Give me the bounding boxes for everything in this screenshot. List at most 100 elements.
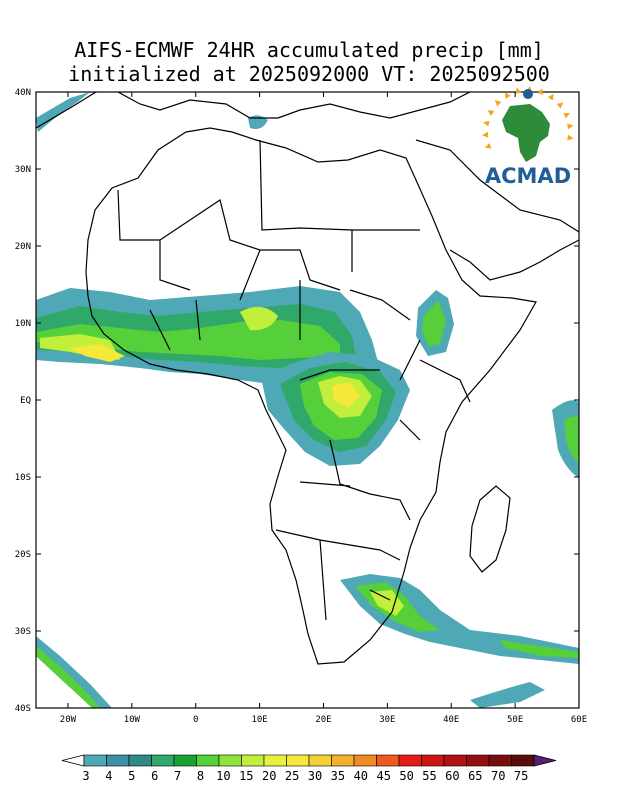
- colorbar-label: 20: [262, 769, 276, 783]
- africa-sun-logo-icon: ACMAD: [482, 86, 574, 188]
- colorbar-label: 30: [308, 769, 322, 783]
- colorbar-label: 25: [285, 769, 299, 783]
- lat-tick-label: 10N: [15, 319, 31, 329]
- africa-shape: [502, 104, 550, 162]
- lat-tick-label: 40N: [15, 88, 31, 98]
- africa-coastline: [85, 127, 537, 665]
- colorbar-label: 8: [197, 769, 204, 783]
- colorbar-box: [218, 754, 242, 767]
- colorbar-box: [331, 754, 355, 767]
- precip-area-ethiopia-green: [422, 300, 446, 346]
- map-title-line-1: AIFS-ECMWF 24HR accumulated precip [mm]: [74, 38, 544, 62]
- precip-area-south-africa-lime: [370, 590, 404, 616]
- colorbar-box: [106, 754, 130, 767]
- colorbar-low-triangle: [61, 754, 85, 767]
- colorbar-label: 55: [422, 769, 436, 783]
- colorbar-label: 15: [239, 769, 253, 783]
- colorbar-label: 75: [514, 769, 528, 783]
- colorbar-label: 60: [445, 769, 459, 783]
- colorbar-box: [196, 754, 220, 767]
- colorbar-box: [443, 754, 467, 767]
- lat-tick-label: 30S: [15, 627, 31, 637]
- latitude-axis: 40N 30N 20N 10N EQ 10S 20S 30S 40S: [15, 88, 579, 714]
- madagascar-coastline: [469, 485, 511, 573]
- colorbar-box: [398, 754, 422, 767]
- colorbar-box: [173, 754, 197, 767]
- colorbar-label: 70: [491, 769, 505, 783]
- lon-tick-label: 50E: [507, 715, 523, 725]
- sun-ray: [487, 110, 495, 116]
- colorbar-box: [83, 754, 107, 767]
- sun-ray: [482, 131, 489, 138]
- colorbar-label: 6: [151, 769, 158, 783]
- lat-tick-label: 30N: [15, 165, 31, 175]
- sun-ray: [515, 87, 522, 94]
- colorbar-label: 4: [105, 769, 112, 783]
- lon-tick-label: 0: [193, 715, 198, 725]
- colorbar-label: 50: [399, 769, 413, 783]
- map-title-line-2: initialized at 2025092000 VT: 2025092500: [68, 62, 550, 86]
- colorbar-box: [128, 754, 152, 767]
- precip-area-central-yellow: [332, 382, 360, 408]
- lon-tick-label: 30E: [379, 715, 395, 725]
- colorbar: 3 4 5 6 7 8 10 15 20 25 30 35 40 45 50 55 60 65 70 75: [61, 754, 557, 783]
- colorbar-label: 35: [331, 769, 345, 783]
- colorbar-box: [353, 754, 377, 767]
- sun-ray: [484, 142, 492, 149]
- colorbar-high-triangle: [533, 754, 557, 767]
- acmad-logo-text: ACMAD: [485, 164, 571, 188]
- precip-area-west-africa-yellow: [70, 344, 125, 362]
- precip-area-atlantic-south: [36, 636, 112, 708]
- sun-ray: [567, 123, 574, 130]
- arabia-coastline: [415, 139, 579, 281]
- sun-ray: [556, 102, 564, 109]
- sun-ray: [483, 120, 490, 127]
- sun-ray: [567, 134, 574, 141]
- country-borders: [117, 139, 471, 621]
- colorbar-label: 7: [174, 769, 181, 783]
- colorbar-box: [241, 754, 265, 767]
- lat-tick-label: 10S: [15, 473, 31, 483]
- lon-tick-label: 20E: [315, 715, 331, 725]
- colorbar-box: [263, 754, 287, 767]
- coastline: [36, 92, 579, 665]
- sun-ray: [547, 93, 554, 101]
- precip-area-atlantic-south-green: [36, 646, 100, 708]
- lat-tick-label: EQ: [20, 396, 31, 406]
- lon-tick-label: 60E: [571, 715, 587, 725]
- precip-area-indian-ocean-east-green: [564, 416, 579, 464]
- lon-tick-label: 20W: [60, 715, 77, 725]
- sun-ray: [563, 112, 571, 119]
- longitude-axis: 20W 10W 0 10E 20E 30E 40E 50E 60E: [60, 92, 587, 725]
- precip-area-west-africa-green: [36, 320, 340, 360]
- lat-tick-label: 40S: [15, 704, 31, 714]
- europe-coastline: [36, 92, 471, 129]
- precip-area-nigeria-lime: [240, 306, 278, 331]
- colorbar-box: [286, 754, 310, 767]
- lon-tick-label: 40E: [443, 715, 459, 725]
- precip-field: [36, 92, 579, 708]
- colorbar-label: 40: [354, 769, 368, 783]
- precip-area-mediterranean: [248, 115, 268, 129]
- sun-ray: [537, 88, 544, 95]
- lat-tick-label: 20N: [15, 242, 31, 252]
- colorbar-label: 45: [376, 769, 390, 783]
- colorbar-box: [376, 754, 400, 767]
- lat-tick-label: 20S: [15, 550, 31, 560]
- colorbar-label: 10: [216, 769, 230, 783]
- precip-area-southern-ocean-green: [500, 640, 579, 658]
- lon-tick-label: 10E: [251, 715, 267, 725]
- sun-ray: [494, 100, 502, 107]
- colorbar-label: 3: [82, 769, 89, 783]
- colorbar-box: [466, 754, 490, 767]
- precip-area-southern-ocean-south: [470, 682, 545, 708]
- colorbar-box: [488, 754, 512, 767]
- colorbar-box: [421, 754, 445, 767]
- sun-ray: [505, 92, 511, 99]
- colorbar-label: 5: [128, 769, 135, 783]
- colorbar-box: [511, 754, 535, 767]
- colorbar-box: [308, 754, 332, 767]
- lon-tick-label: 10W: [124, 715, 141, 725]
- colorbar-box: [151, 754, 175, 767]
